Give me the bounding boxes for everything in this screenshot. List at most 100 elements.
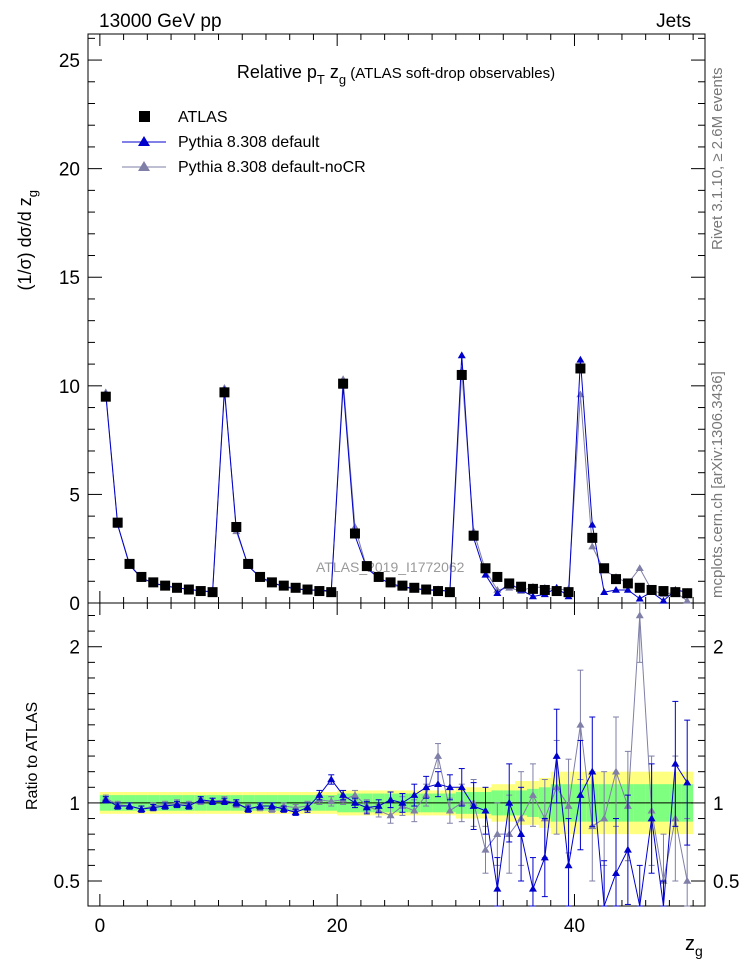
atlas-data-point [409, 582, 420, 593]
atlas-data-point [516, 581, 527, 592]
legend-marker-default [138, 136, 150, 146]
atlas-data-point [349, 528, 360, 539]
ratio-y-axis-label: Ratio to ATLAS [24, 702, 41, 810]
ratio-series-point [552, 752, 561, 759]
ratio-series-point [505, 798, 514, 806]
ratio-series-point [161, 802, 170, 809]
atlas-data-point [255, 571, 266, 582]
ratio-series-point [457, 783, 466, 791]
ratio-series-point [137, 805, 146, 812]
atlas-data-point [658, 586, 669, 597]
ratio-series-point [481, 845, 490, 853]
ratio-series-point [279, 805, 288, 812]
ratio-axes: 0.5 0.51 12 20 20 40 [54, 603, 739, 937]
ratio-series-point [410, 806, 419, 814]
ratio-series-point [244, 805, 253, 812]
atlas-data-point [504, 578, 515, 589]
ratio-series-point [481, 806, 490, 814]
atlas-data-point [171, 582, 182, 593]
atlas-data-point [373, 571, 384, 582]
atlas-data-point [195, 586, 206, 597]
ratio-series-point [410, 791, 419, 798]
ratio-series-point [517, 830, 526, 837]
atlas-data-point [563, 587, 574, 598]
atlas-data-point [124, 558, 135, 569]
ratio-series-point [493, 830, 502, 837]
atlas-data-point [682, 588, 693, 599]
ratio-series-point [434, 780, 443, 787]
atlas-data-point [290, 582, 301, 593]
ratio-series-point [149, 803, 158, 811]
atlas-data-point [361, 561, 372, 572]
main-series-point [588, 520, 597, 528]
ratio-series-point [327, 797, 336, 805]
legend-label-nocr: Pythia 8.308 default-noCR [178, 159, 366, 176]
analysis-watermark: ATLAS_2019_I1772062 [316, 559, 465, 575]
atlas-data-point [551, 586, 562, 597]
legend-marker-nocr [138, 161, 150, 171]
atlas-data-point [397, 580, 408, 591]
ratio-y-tick-label: 2 [69, 638, 80, 659]
main-y-tick-label: 15 [59, 268, 80, 289]
ratio-series-line [105, 615, 688, 882]
main-series-point [635, 564, 644, 572]
ratio-series-point [125, 802, 134, 809]
main-axes: 0 5 10 15 20 25 [59, 34, 705, 615]
atlas-data-point [314, 586, 325, 597]
ratio-series-point [315, 791, 324, 798]
ratio-series-point [588, 767, 597, 775]
ratio-series-point [386, 811, 395, 819]
ratio-series-point [623, 845, 632, 853]
atlas-data-point [385, 577, 396, 588]
ratio-series-point [232, 798, 241, 806]
ratio-series-point [362, 803, 371, 811]
ratio-y-tick-label-right: 1 [713, 794, 724, 815]
ratio-y-tick-label: 0.5 [54, 872, 80, 893]
ratio-series-point [540, 853, 549, 861]
ratio-series-point [493, 884, 502, 892]
main-series [100, 351, 693, 604]
ratio-series-point [303, 803, 312, 811]
atlas-data-point [243, 558, 254, 569]
atlas-data-point [100, 391, 111, 402]
ratio-series-point [683, 778, 692, 786]
atlas-data-point [634, 582, 645, 593]
ratio-series-point [101, 795, 110, 803]
ratio-series-point [184, 802, 193, 809]
ratio-series-point [374, 802, 383, 809]
atlas-data-point [670, 587, 681, 598]
atlas-data-point [338, 378, 349, 389]
atlas-data-point [326, 587, 337, 598]
ratio-series-point [528, 791, 537, 798]
ratio-series-point [671, 759, 680, 767]
main-y-axis-label: (1/σ) dσ/d zg [15, 190, 40, 290]
ratio-series-point [564, 861, 573, 869]
ratio-series-point [576, 791, 585, 798]
ratio-series-point [350, 798, 359, 806]
atlas-data-point [148, 577, 159, 588]
main-series-point [576, 355, 585, 363]
main-series-point [612, 585, 621, 593]
ratio-series-point [576, 720, 585, 728]
ratio-series-point [208, 797, 217, 805]
atlas-data-point [183, 584, 194, 595]
ratio-series [101, 602, 692, 907]
atlas-data-point [302, 584, 313, 595]
legend-label-default: Pythia 8.308 default [178, 134, 320, 151]
atlas-data-point [136, 571, 147, 582]
atlas-data-point [112, 517, 123, 528]
main-y-tick-label: 25 [59, 51, 80, 72]
ratio-series-point [528, 884, 537, 892]
atlas-data-point [492, 571, 503, 582]
ratio-series-point [612, 767, 621, 775]
ratio-series-point [256, 802, 265, 809]
legend: ATLAS Pythia 8.308 default Pythia 8.308 … [122, 109, 366, 176]
ratio-plot-frame [87, 602, 706, 907]
atlas-data-point [468, 530, 479, 541]
atlas-data-point [456, 369, 467, 380]
atlas-data-point [622, 578, 633, 589]
main-series-point [528, 592, 537, 600]
atlas-data-point [587, 532, 598, 543]
ratio-series-point [196, 795, 205, 803]
